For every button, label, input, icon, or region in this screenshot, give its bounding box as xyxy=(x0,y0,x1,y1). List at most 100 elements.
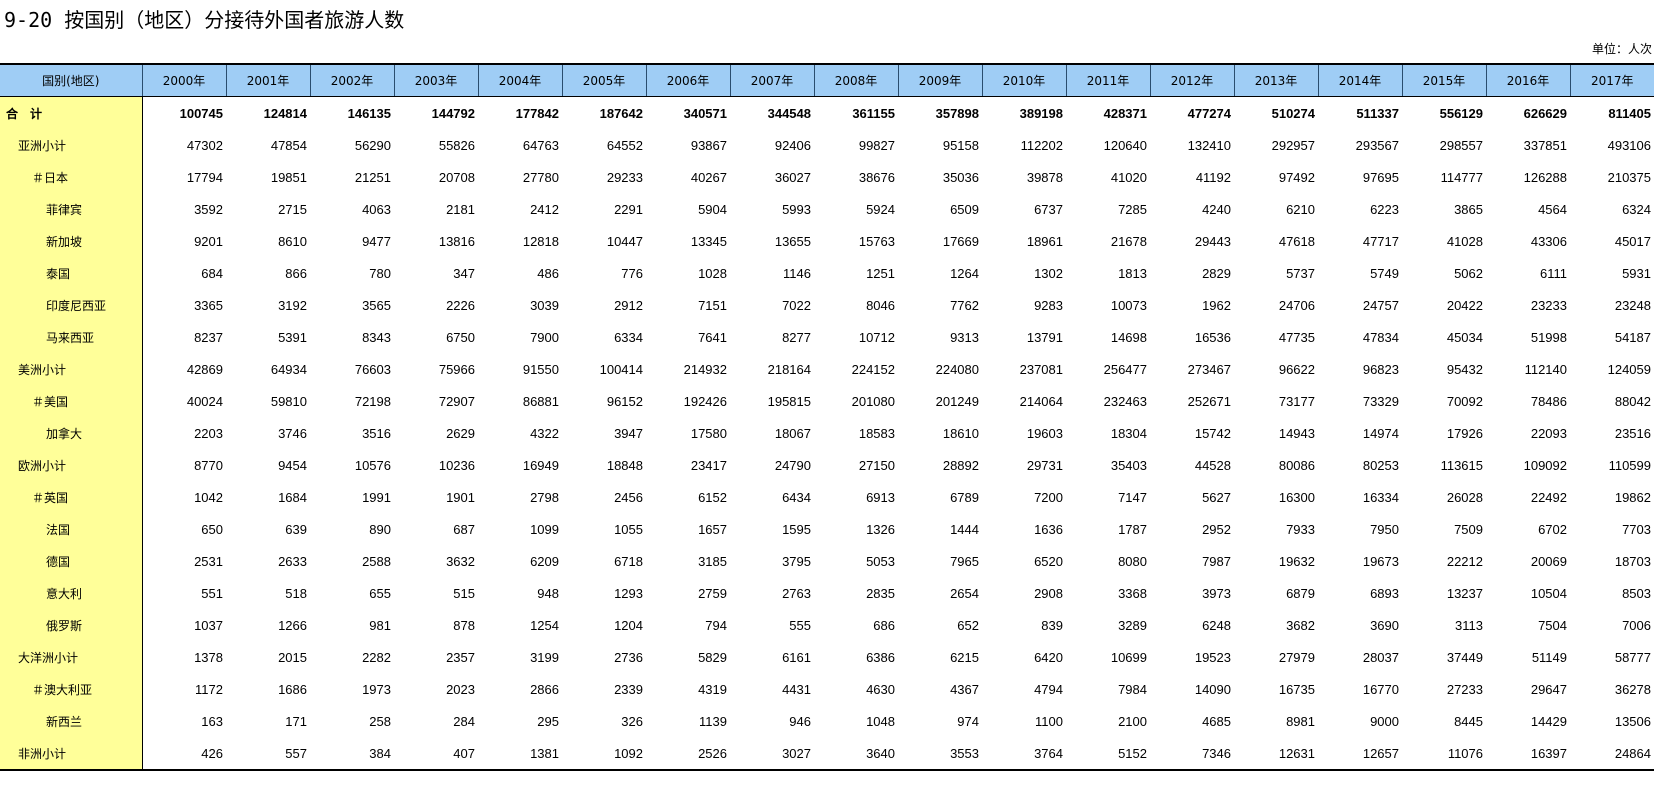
value-cell: 73329 xyxy=(1362,393,1399,409)
value-cell: 3973 xyxy=(1202,585,1231,601)
value-cell: 839 xyxy=(1041,617,1063,633)
table-row: ＃英国 1042 1684 1991 1901 2798 2456 6152 6434 6913 6… xyxy=(0,481,1654,513)
value-cell: 14974 xyxy=(1362,425,1399,441)
table-row: 亚洲小计 47302 47854 56290 55826 64763 64552 93867 9… xyxy=(0,129,1654,161)
value-cell: 126288 xyxy=(1523,169,1567,185)
table-row: ＃澳大利亚 1172 1686 1973 2023 2866 2339 4319 4431 463… xyxy=(0,673,1654,705)
table-body: 合 计 100745 124814 146135 144792 177842 187642 3… xyxy=(0,96,1654,771)
value-cell: 10712 xyxy=(858,329,895,345)
value-cell: 6223 xyxy=(1370,201,1399,217)
row-label: 德国 xyxy=(0,545,143,577)
value-cell: 237081 xyxy=(1019,361,1063,377)
value-cell: 44528 xyxy=(1194,457,1231,473)
value-cell: 12818 xyxy=(522,233,559,249)
value-cell: 878 xyxy=(453,617,475,633)
value-cell: 41020 xyxy=(1110,169,1147,185)
value-cell: 1251 xyxy=(866,265,895,281)
value-cell: 91550 xyxy=(522,361,559,377)
value-cell: 20069 xyxy=(1530,553,1567,569)
value-cell: 97695 xyxy=(1362,169,1399,185)
value-cell: 515 xyxy=(453,585,475,601)
value-cell: 684 xyxy=(201,265,223,281)
value-cell: 70092 xyxy=(1446,393,1483,409)
value-cell: 3690 xyxy=(1370,617,1399,633)
value-cell: 23248 xyxy=(1614,297,1651,313)
value-cell: 17926 xyxy=(1446,425,1483,441)
value-cell: 224080 xyxy=(935,361,979,377)
value-cell: 4319 xyxy=(698,681,727,697)
value-cell: 2908 xyxy=(1034,585,1063,601)
value-cell: 36278 xyxy=(1614,681,1651,697)
value-cell: 1139 xyxy=(699,713,727,729)
row-label: 合 计 xyxy=(0,96,143,129)
value-cell: 18961 xyxy=(1026,233,1063,249)
value-cell: 866 xyxy=(285,265,307,281)
value-cell: 13816 xyxy=(438,233,475,249)
value-cell: 7509 xyxy=(1454,521,1483,537)
header-cell: 2011年 xyxy=(1066,63,1151,97)
value-cell: 518 xyxy=(285,585,307,601)
value-cell: 27150 xyxy=(858,457,895,473)
row-label: ＃澳大利亚 xyxy=(0,673,143,705)
value-cell: 6893 xyxy=(1370,585,1399,601)
value-cell: 5924 xyxy=(866,201,895,217)
value-cell: 112140 xyxy=(1524,361,1567,377)
value-cell: 3592 xyxy=(194,201,223,217)
value-cell: 298557 xyxy=(1439,137,1483,153)
value-cell: 124814 xyxy=(263,105,307,121)
value-cell: 780 xyxy=(369,265,391,281)
value-cell: 6152 xyxy=(698,489,727,505)
value-cell: 5152 xyxy=(1066,737,1150,771)
header-cell: 2004年 xyxy=(478,63,563,97)
value-cell: 24757 xyxy=(1362,297,1399,313)
value-cell: 3795 xyxy=(782,553,811,569)
value-cell: 7703 xyxy=(1622,521,1651,537)
value-cell: 2798 xyxy=(530,489,559,505)
value-cell: 2829 xyxy=(1202,265,1231,281)
value-cell: 51149 xyxy=(1531,649,1567,665)
value-cell: 47618 xyxy=(1278,233,1315,249)
table-row: ＃美国 40024 59810 72198 72907 86881 96152 192426 1… xyxy=(0,385,1654,417)
value-cell: 337851 xyxy=(1523,137,1567,153)
value-cell: 16536 xyxy=(1194,329,1231,345)
value-cell: 20422 xyxy=(1446,297,1483,313)
value-cell: 2835 xyxy=(866,585,895,601)
value-cell: 1962 xyxy=(1202,297,1231,313)
value-cell: 1991 xyxy=(362,489,391,505)
value-cell: 5627 xyxy=(1202,489,1231,505)
value-cell: 890 xyxy=(369,521,391,537)
value-cell: 2181 xyxy=(446,201,475,217)
value-cell: 16397 xyxy=(1486,737,1570,771)
row-label: 新加坡 xyxy=(0,225,143,257)
value-cell: 27780 xyxy=(522,169,559,185)
value-cell: 650 xyxy=(201,521,223,537)
header-cell: 2003年 xyxy=(394,63,479,97)
value-cell: 6702 xyxy=(1538,521,1567,537)
header-cell: 2015年 xyxy=(1402,63,1487,97)
value-cell: 3865 xyxy=(1454,201,1483,217)
value-cell: 2866 xyxy=(530,681,559,697)
value-cell: 8277 xyxy=(782,329,811,345)
value-cell: 23417 xyxy=(690,457,727,473)
value-cell: 75966 xyxy=(438,361,475,377)
value-cell: 555 xyxy=(789,617,811,633)
value-cell: 10236 xyxy=(438,457,475,473)
value-cell: 7762 xyxy=(950,297,979,313)
value-cell: 16949 xyxy=(522,457,559,473)
value-cell: 347 xyxy=(453,265,475,281)
value-cell: 218164 xyxy=(767,361,811,377)
value-cell: 80086 xyxy=(1278,457,1315,473)
value-cell: 252671 xyxy=(1187,393,1231,409)
value-cell: 3764 xyxy=(982,737,1066,771)
header-cell: 2016年 xyxy=(1486,63,1571,97)
value-cell: 23233 xyxy=(1530,297,1567,313)
value-cell: 3640 xyxy=(814,737,898,771)
value-cell: 7641 xyxy=(698,329,727,345)
value-cell: 6509 xyxy=(950,201,979,217)
value-cell: 811405 xyxy=(1608,105,1651,121)
value-cell: 4367 xyxy=(950,681,979,697)
value-cell: 2952 xyxy=(1202,521,1231,537)
value-cell: 3682 xyxy=(1286,617,1315,633)
header-row: 国别(地区) 2000年 2001年 2002年 2003年 2004年 2005年 2006… xyxy=(0,63,1654,97)
header-cell: 2000年 xyxy=(142,63,227,97)
